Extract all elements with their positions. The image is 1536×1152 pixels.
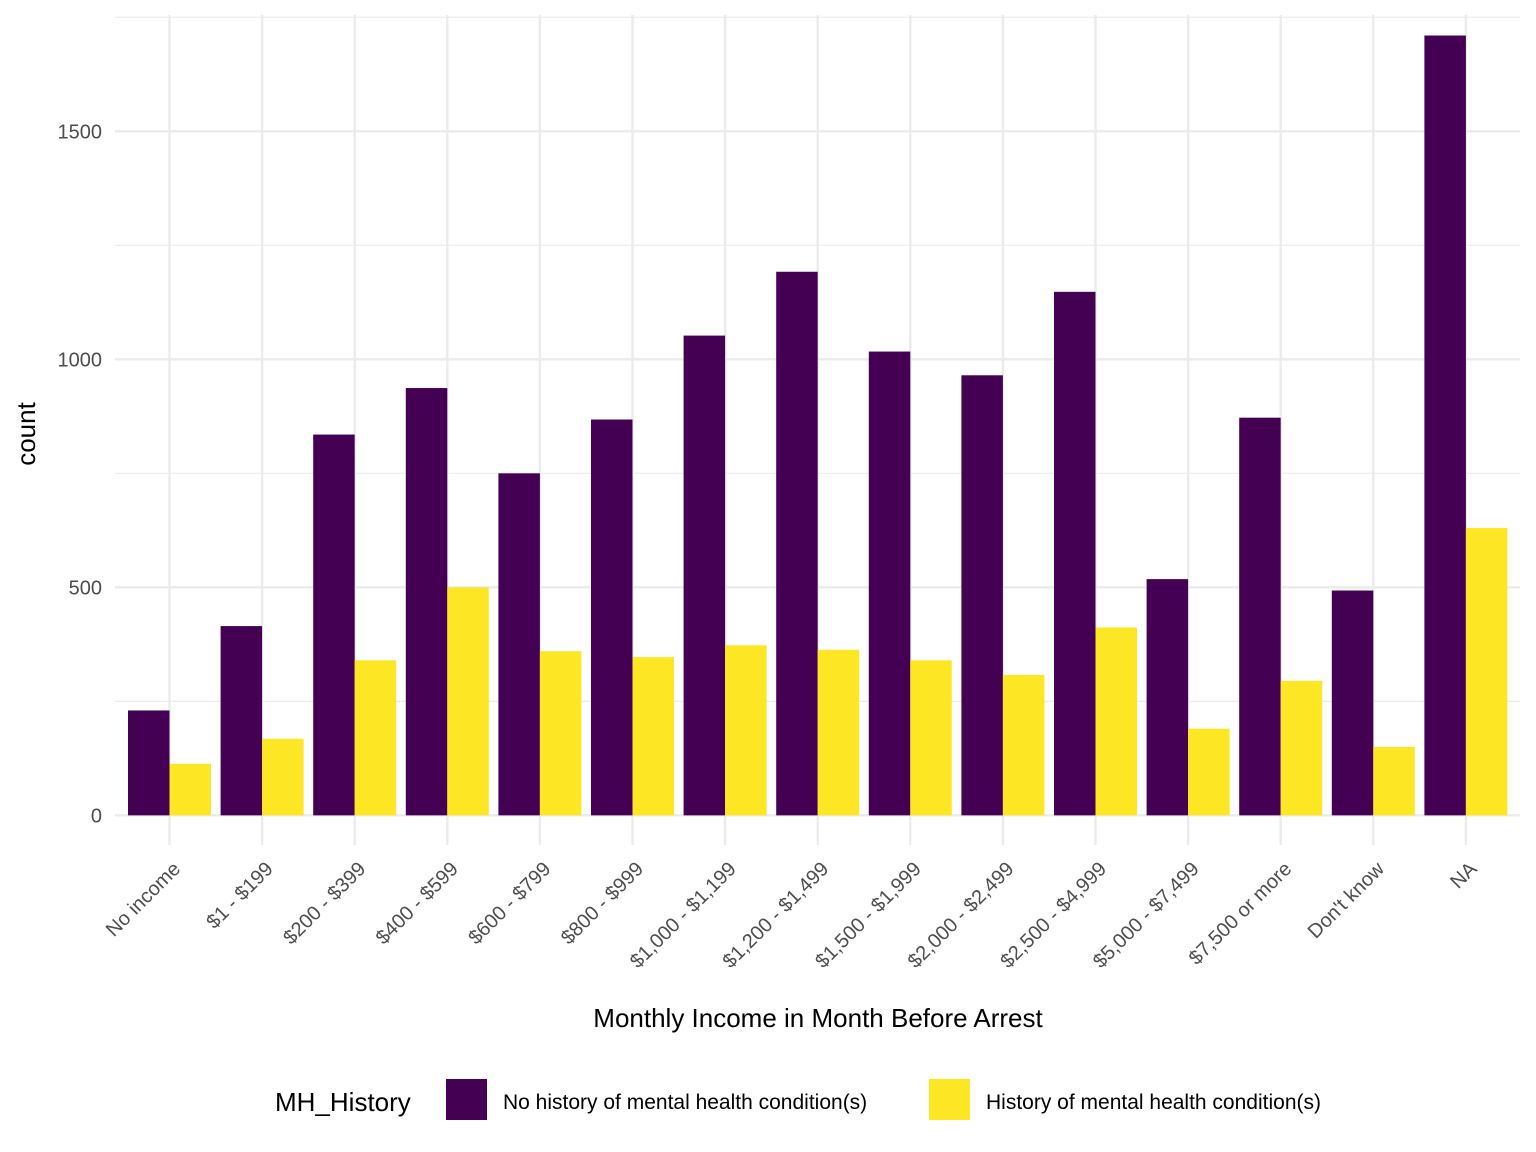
bar-history bbox=[539, 651, 582, 816]
x-tick-label: $1 - $199 bbox=[202, 858, 277, 933]
bar-no-history bbox=[313, 434, 355, 816]
bar-history bbox=[725, 645, 767, 816]
legend-title: MH_History bbox=[275, 1087, 411, 1117]
y-tick-labels: 0 500 1000 1500 bbox=[58, 121, 103, 827]
bar-no-history bbox=[220, 626, 263, 816]
x-tick-label: $600 - $799 bbox=[464, 858, 555, 949]
bar-no-history bbox=[405, 388, 448, 816]
bar-no-history bbox=[961, 375, 1003, 816]
y-tick-label: 1000 bbox=[58, 349, 103, 371]
x-tick-label: NA bbox=[1446, 858, 1482, 894]
bar-no-history bbox=[683, 335, 726, 816]
x-tick-label: $200 - $399 bbox=[279, 858, 370, 949]
bar-no-history bbox=[1054, 291, 1096, 816]
bar-history bbox=[1280, 680, 1323, 816]
bar-history bbox=[262, 738, 304, 816]
bar-history bbox=[354, 660, 397, 816]
bar-no-history bbox=[1331, 590, 1374, 816]
bar-history bbox=[817, 649, 860, 816]
bar-no-history bbox=[776, 271, 818, 816]
bar-history bbox=[1188, 728, 1230, 816]
legend-label-history: History of mental health condition(s) bbox=[986, 1091, 1321, 1114]
bars bbox=[128, 35, 1508, 816]
x-axis-title: Monthly Income in Month Before Arrest bbox=[593, 1003, 1043, 1033]
legend-label-no-history: No history of mental health condition(s) bbox=[503, 1091, 867, 1114]
bar-history bbox=[910, 660, 952, 816]
x-tick-label: No income bbox=[102, 858, 185, 941]
legend: MH_History No history of mental health c… bbox=[275, 1079, 1321, 1120]
bar-history bbox=[447, 587, 489, 816]
bar-history bbox=[169, 763, 211, 816]
legend-key-history bbox=[929, 1079, 970, 1120]
bar-history bbox=[1465, 528, 1508, 816]
bar-history bbox=[1095, 627, 1137, 816]
x-tick-label: Don't know bbox=[1304, 858, 1389, 943]
bar-no-history bbox=[1146, 579, 1189, 816]
bar-no-history bbox=[128, 710, 170, 816]
bar-history bbox=[1373, 746, 1415, 816]
y-tick-label: 1500 bbox=[58, 121, 103, 143]
x-tick-label: $800 - $999 bbox=[557, 858, 648, 949]
x-tick-labels: No income $1 - $199 $200 - $399 $400 - $599… bbox=[102, 858, 1482, 973]
bar-history bbox=[1002, 674, 1045, 816]
bar-history bbox=[632, 657, 674, 816]
bar-no-history bbox=[1239, 417, 1281, 816]
bar-no-history bbox=[868, 351, 911, 816]
bar-no-history bbox=[591, 419, 633, 816]
y-tick-label: 500 bbox=[69, 577, 102, 599]
y-axis-title: count bbox=[11, 401, 41, 465]
x-tick-label: $400 - $599 bbox=[372, 858, 463, 949]
bar-no-history bbox=[1424, 35, 1466, 816]
legend-key-no-history bbox=[446, 1079, 487, 1120]
bar-no-history bbox=[498, 473, 540, 816]
y-tick-label: 0 bbox=[91, 805, 102, 827]
